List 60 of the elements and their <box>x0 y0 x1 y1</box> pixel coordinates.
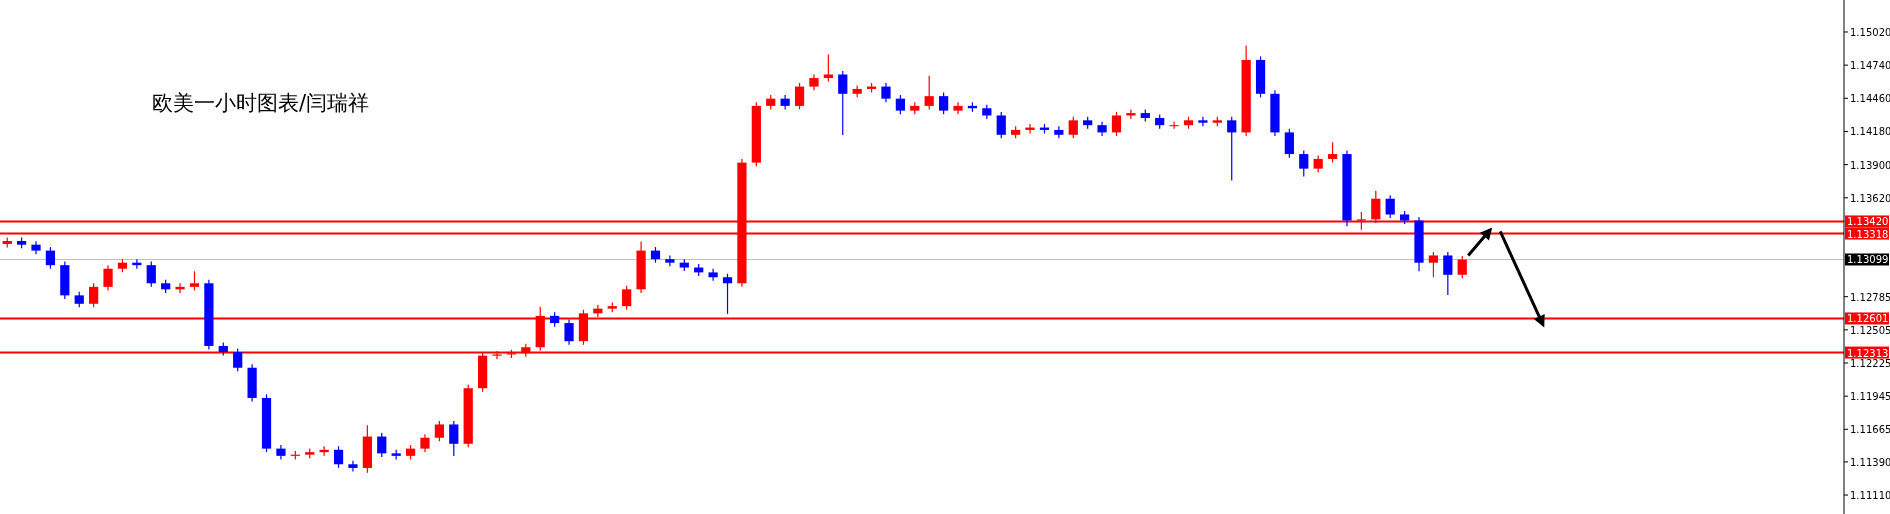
candlestick <box>146 261 156 288</box>
ref-line-label: 1.12601 <box>1847 313 1889 325</box>
candlestick <box>1385 194 1395 219</box>
candlestick <box>1443 251 1453 296</box>
candlestick <box>233 347 243 372</box>
candlestick <box>89 282 99 308</box>
candlestick <box>708 268 718 282</box>
candlestick <box>1457 255 1467 279</box>
y-tick-label: 1.12505 <box>1850 324 1890 336</box>
candlestick <box>189 270 200 291</box>
ref-line-label: 1.13318 <box>1847 228 1889 240</box>
candlestick <box>45 246 56 270</box>
candlestick <box>1299 149 1309 178</box>
candlestick <box>722 273 733 315</box>
candlestick <box>420 433 430 453</box>
candlestick <box>333 445 344 469</box>
candlestick <box>953 101 963 115</box>
candlestick <box>939 92 949 115</box>
ref-line-label: 1.13099 <box>1847 254 1889 266</box>
candlestick <box>794 82 805 111</box>
candlestick <box>1428 251 1439 278</box>
candlestick <box>1054 125 1064 139</box>
candlestick <box>895 94 905 115</box>
text: 欧美一小时图表/闫瑞祥 <box>152 91 370 115</box>
candlestick <box>1169 121 1179 130</box>
candlestick <box>103 264 113 291</box>
candlestick <box>377 432 387 458</box>
candlestick <box>665 254 675 267</box>
y-tick-label: 1.15020 <box>1850 26 1890 38</box>
y-tick-label: 1.13620 <box>1850 192 1890 204</box>
candlestick <box>449 420 459 457</box>
candlestick <box>1327 141 1338 164</box>
candlestick <box>1227 116 1237 182</box>
candlestick <box>823 53 833 83</box>
candlestick <box>564 318 574 346</box>
candlestick <box>924 75 934 111</box>
ref-line-label: 1.12313 <box>1847 347 1889 359</box>
y-tick-label: 1.14460 <box>1850 93 1890 105</box>
candlestick <box>622 285 632 311</box>
candlestick <box>1126 108 1136 120</box>
candlestick <box>1198 116 1208 127</box>
y-tick-label: 1.11110 <box>1850 490 1890 502</box>
y-tick-label: 1.12225 <box>1850 358 1890 369</box>
y-tick-label: 1.14740 <box>1850 60 1890 72</box>
candlestick <box>838 70 848 136</box>
y-tick-label: 1.13900 <box>1850 159 1890 171</box>
candlestick <box>1068 116 1078 139</box>
y-tick-label: 1.14180 <box>1850 126 1890 138</box>
candlestick <box>996 111 1006 139</box>
ref-line-label: 1.13420 <box>1847 216 1889 228</box>
y-tick-label: 1.11945 <box>1850 391 1890 403</box>
candlestick <box>434 420 444 442</box>
candlestick <box>1025 123 1035 135</box>
y-tick-label: 1.11390 <box>1850 456 1890 468</box>
candlestick <box>1111 111 1122 137</box>
y-tick-label: 1.12785 <box>1850 291 1890 303</box>
y-tick-label: 1.11665 <box>1850 424 1890 436</box>
candlestick <box>1284 128 1294 159</box>
candlestick <box>348 460 358 473</box>
candlestick <box>881 82 891 103</box>
